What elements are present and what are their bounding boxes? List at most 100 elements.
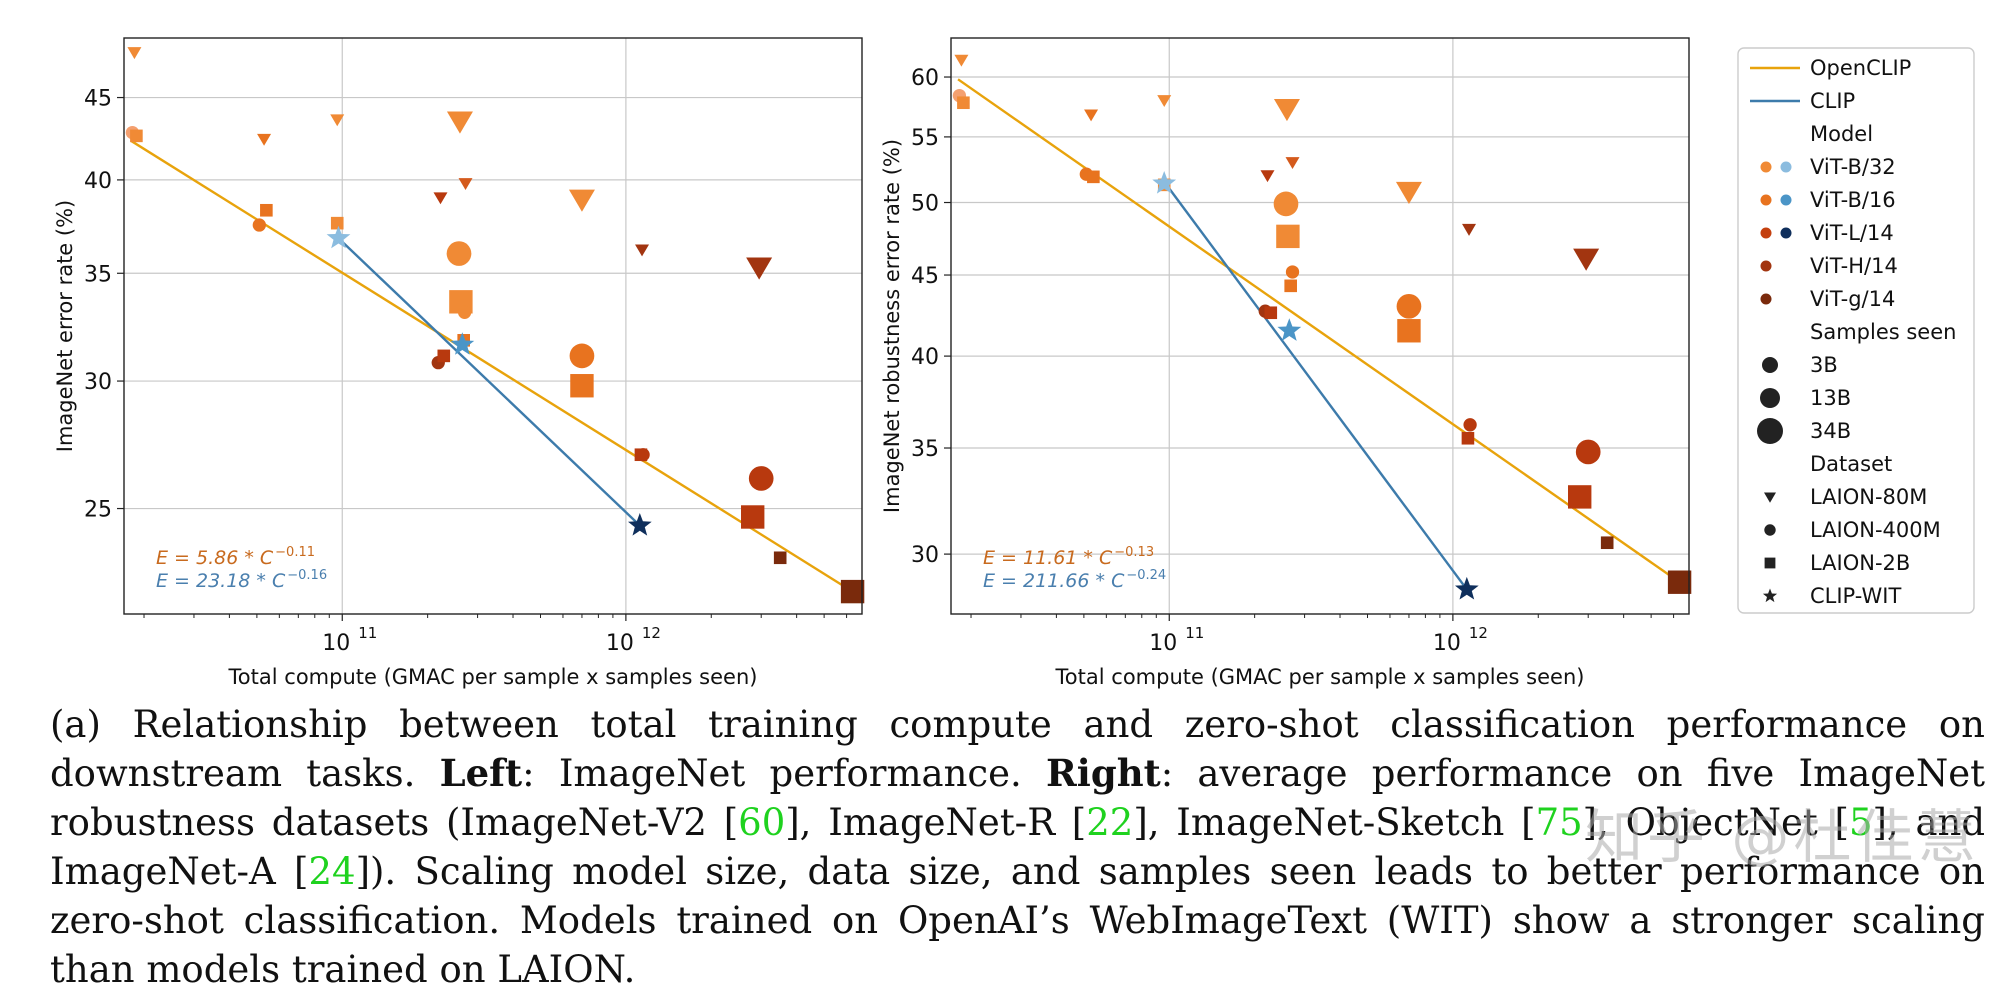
data-point-square bbox=[741, 505, 765, 529]
legend-clip-model-swatch bbox=[1780, 227, 1792, 239]
data-point-triangle bbox=[746, 257, 773, 280]
legend-clip-model-swatch bbox=[1780, 194, 1792, 206]
data-point-star bbox=[1277, 318, 1302, 341]
data-point-square bbox=[1087, 170, 1100, 184]
y-tick-label: 25 bbox=[84, 498, 112, 523]
citation-link[interactable]: 22 bbox=[1086, 801, 1134, 844]
caption-text: ], and ImageNet-A [ bbox=[50, 801, 1986, 893]
caption-left-bold: Left bbox=[439, 751, 523, 795]
citation-link[interactable]: 60 bbox=[738, 801, 786, 844]
legend-samples-label: 34B bbox=[1810, 419, 1851, 443]
y-tick-label: 35 bbox=[911, 437, 939, 462]
x-tick-exponent: 11 bbox=[1185, 624, 1204, 642]
data-point-square bbox=[130, 129, 143, 143]
x-tick-label: 10 bbox=[606, 631, 634, 656]
data-point-triangle bbox=[458, 178, 473, 191]
data-point-circle bbox=[1273, 191, 1299, 217]
data-point-square bbox=[957, 96, 970, 110]
citation-link[interactable]: 75 bbox=[1535, 801, 1583, 844]
x-tick-label: 10 bbox=[1149, 631, 1177, 656]
legend-model-swatch bbox=[1760, 227, 1772, 239]
x-tick-exponent: 12 bbox=[642, 624, 661, 642]
data-point-square bbox=[1397, 319, 1421, 343]
data-point-square bbox=[634, 448, 648, 462]
citation-link[interactable]: 5 bbox=[1848, 801, 1873, 844]
data-point-square bbox=[773, 551, 787, 565]
legend-model-swatch bbox=[1760, 260, 1772, 272]
legend: OpenCLIP CLIP Model ViT-B/32 ViT-B/16 ViT-L/1… bbox=[1737, 47, 1975, 614]
data-point-triangle bbox=[1285, 157, 1300, 170]
fit-equation-exponent: −0.11 bbox=[275, 545, 315, 560]
x-tick-label: 10 bbox=[1433, 631, 1461, 656]
legend-dataset-header: Dataset bbox=[1810, 452, 1892, 476]
fit-equation-exponent: −0.24 bbox=[1126, 568, 1166, 583]
caption-text: ]). Scaling model size, data size, and s… bbox=[50, 850, 1985, 991]
right-panel: 10 11 10 12 30 35 40 45 50 55 60 Total compute (GMA… bbox=[880, 37, 1692, 689]
data-point-square bbox=[437, 349, 451, 363]
data-point-square bbox=[330, 216, 344, 230]
y-tick-label: 50 bbox=[911, 192, 939, 217]
data-point-triangle bbox=[635, 244, 650, 257]
data-point-triangle bbox=[1462, 223, 1477, 236]
y-axis-label: ImageNet error rate (%) bbox=[53, 200, 77, 453]
data-point-circle bbox=[569, 343, 595, 369]
fit-equation-exponent: −0.13 bbox=[1114, 545, 1154, 560]
legend-samples-swatch bbox=[1760, 388, 1780, 408]
data-point-circle bbox=[1463, 418, 1477, 432]
data-point-circle bbox=[748, 466, 774, 491]
legend-samples-swatch bbox=[1762, 357, 1778, 373]
data-point-triangle bbox=[568, 189, 595, 212]
data-point-triangle bbox=[1395, 181, 1422, 204]
x-axis-label: Total compute (GMAC per sample x samples… bbox=[228, 665, 758, 689]
data-point-square bbox=[1264, 306, 1278, 320]
y-tick-label: 35 bbox=[84, 262, 112, 287]
legend-dataset-label: LAION-80M bbox=[1810, 485, 1927, 509]
clip-fit-line bbox=[1164, 182, 1468, 591]
clip-fit-line bbox=[337, 237, 641, 527]
caption-right-text: : average performance on five ImageNet r… bbox=[50, 752, 1985, 844]
data-point-triangle bbox=[127, 47, 142, 60]
data-point-circle bbox=[1285, 265, 1300, 279]
y-tick-label: 45 bbox=[84, 87, 112, 112]
caption-text: ], ImageNet-R [ bbox=[785, 801, 1087, 844]
legend-model-label: ViT-g/14 bbox=[1810, 287, 1895, 311]
data-point-square bbox=[1276, 224, 1300, 249]
data-point-triangle bbox=[1260, 170, 1275, 183]
data-point-circle bbox=[1396, 293, 1422, 319]
data-point-square bbox=[1568, 485, 1592, 509]
legend-line-label: OpenCLIP bbox=[1810, 56, 1911, 80]
data-point-triangle bbox=[1573, 248, 1600, 271]
openclip-fit-line bbox=[130, 139, 854, 593]
legend-model-label: ViT-B/16 bbox=[1810, 188, 1896, 212]
data-point-square bbox=[260, 203, 273, 217]
axes-frame bbox=[950, 37, 1690, 615]
data-point-star bbox=[1455, 576, 1479, 600]
fit-equation-exponent: −0.16 bbox=[287, 568, 327, 583]
legend-samples-header: Samples seen bbox=[1810, 320, 1956, 344]
legend-dataset-label: LAION-400M bbox=[1810, 518, 1941, 542]
citation-link[interactable]: 24 bbox=[308, 850, 356, 893]
openclip-fit-line bbox=[957, 78, 1681, 584]
x-tick-exponent: 12 bbox=[1469, 624, 1488, 642]
legend-samples-label: 3B bbox=[1810, 353, 1838, 377]
legend-box bbox=[1737, 47, 1975, 614]
y-tick-label: 60 bbox=[911, 66, 939, 91]
fit-equation: E = 5.86 * C bbox=[156, 547, 274, 569]
legend-samples-label: 13B bbox=[1810, 386, 1851, 410]
data-point-star bbox=[450, 332, 475, 355]
figure-caption: (a) Relationship between total training … bbox=[50, 700, 1985, 994]
legend-model-label: ViT-L/14 bbox=[1810, 221, 1894, 245]
watermark: 知乎 @杜佳慧 bbox=[1585, 803, 1980, 871]
caption-prefix: (a) Relationship between total training … bbox=[50, 703, 1985, 795]
legend-model-label: ViT-B/32 bbox=[1810, 155, 1896, 179]
data-point-triangle bbox=[330, 114, 345, 127]
data-point-star bbox=[628, 513, 652, 536]
fit-equation: E = 23.18 * C bbox=[156, 570, 286, 592]
caption-text: ], ImageNet-Sketch [ bbox=[1133, 801, 1536, 844]
data-point-triangle bbox=[954, 54, 969, 67]
y-tick-label: 30 bbox=[84, 370, 112, 395]
caption-left-text: : ImageNet performance. bbox=[522, 752, 1047, 795]
legend-dataset-swatch-triangle bbox=[1764, 492, 1776, 503]
legend-dataset-swatch-circle bbox=[1764, 524, 1776, 536]
data-point-circle bbox=[1575, 439, 1601, 465]
